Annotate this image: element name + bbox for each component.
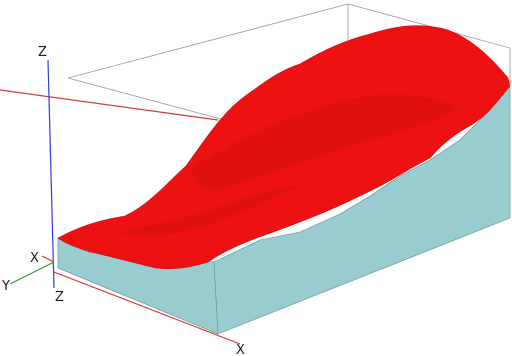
x-axis-label: X [236, 343, 245, 356]
z-axis-label: Z [38, 45, 47, 60]
surface-lower-shade [120, 184, 300, 236]
origin-z-label: Z [55, 290, 64, 305]
bbox-edge-top-front [67, 77, 233, 123]
y-axis-line [9, 261, 55, 285]
x-axis-line-front [53, 271, 241, 345]
y-axis-label: Y [1, 279, 10, 294]
red-surface[interactable] [57, 25, 511, 270]
origin-axis-triad: X Y Z [1, 251, 64, 305]
x-depth-axis-line [41, 255, 55, 263]
solid-front-face[interactable] [213, 85, 511, 335]
x-depth-axis-label: X [30, 251, 39, 266]
x-axis-line-back [0, 89, 219, 121]
terrain-surface[interactable] [57, 25, 511, 270]
surface-ridge-shade [190, 94, 460, 192]
bbox-edge-top-back [67, 3, 349, 79]
z-axis-line [47, 59, 55, 289]
